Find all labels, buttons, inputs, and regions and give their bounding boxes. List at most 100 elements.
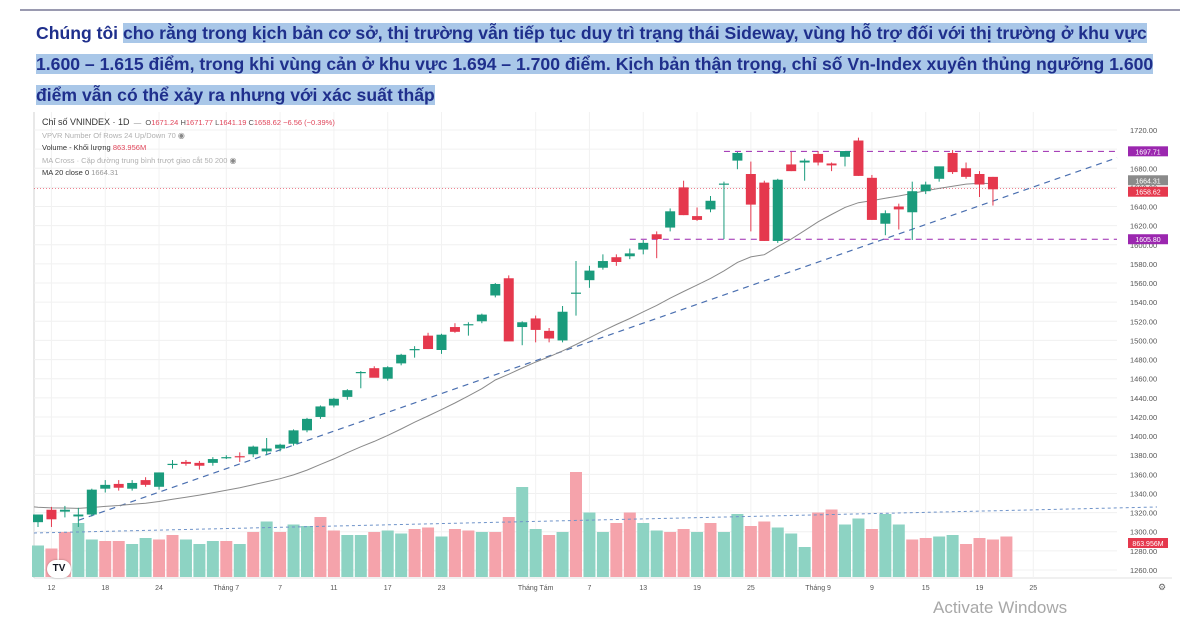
candle [355,372,366,374]
candle [799,160,810,163]
volume-bar [664,532,677,577]
activate-windows-watermark: Activate Windows [933,598,1068,617]
volume-bar [99,541,112,577]
candle [705,200,716,210]
symbol-title[interactable]: Chỉ số VNINDEX · 1D [42,117,130,127]
volume-label: Volume - Khối lượng [42,143,111,152]
y-axis-tick: 1340.00 [1130,489,1157,498]
volume-bar [623,512,636,577]
candle [745,174,756,205]
volume-bar [206,541,219,577]
candle [221,457,232,459]
y-axis-tick: 1680.00 [1130,164,1157,173]
minus-icon[interactable]: — [133,118,142,127]
volume-bar [153,539,166,577]
tradingview-logo-icon[interactable]: TV [47,560,71,578]
y-axis-tick: 1400.00 [1130,432,1157,441]
candlestick-chart-canvas[interactable]: 1720.001700.001680.001660.001640.001620.… [32,112,1172,602]
y-axis-tick: 1320.00 [1130,509,1157,518]
volume-bar [368,532,381,577]
candle [826,163,837,166]
paragraph-highlighted-text[interactable]: cho rằng trong kịch bản cơ sở, thị trườn… [36,23,1154,105]
candle [194,462,205,466]
trendline[interactable] [78,157,1118,521]
eye-hidden-icon[interactable]: ◉ [177,130,185,140]
candle [920,184,931,192]
volume-bar [892,524,905,577]
volume-bar [516,487,529,577]
candle [288,430,299,444]
volume-bar [287,524,300,577]
ohlc-low: 1641.19 [219,118,247,127]
volume-bar [233,544,246,577]
volume-bar [677,529,690,577]
candle [140,480,151,485]
volume-bar [260,521,273,577]
support-badge: 1605.80 [1135,237,1160,244]
y-axis-tick: 1580.00 [1130,260,1157,269]
volume-bar [556,532,569,577]
volume-bar [489,532,502,577]
y-axis-tick: 1480.00 [1130,356,1157,365]
candle [234,456,245,458]
volume-bar [448,529,461,577]
volume-bar [852,518,865,577]
x-axis-tick: 12 [48,585,56,592]
x-axis-tick: 11 [330,585,337,592]
volume-bar [691,532,704,577]
volume-bar [85,539,98,577]
volume-bar [919,538,932,577]
candle [207,459,218,463]
resistance-badge: 1697.71 [1135,149,1160,156]
candle [947,152,958,173]
candle [840,151,850,157]
x-axis-tick: 19 [693,585,701,592]
legend-vpvr-row[interactable]: VPVR Number Of Rows 24 Up/Down 70 ◉ [42,130,335,143]
volume-bar [960,544,973,577]
tradingview-chart[interactable]: 1720.001700.001680.001660.001640.001620.… [32,112,1172,602]
candle [113,483,124,488]
volume-bar [354,535,367,577]
ohlc-change: −6.56 (−0.39%) [283,118,335,127]
volume-bar [946,535,959,577]
candle [651,234,662,240]
volume-bar [408,529,421,577]
volume-bar [179,539,192,577]
x-axis-tick: 18 [101,585,109,592]
volume-bar [381,530,394,577]
y-axis-tick: 1520.00 [1130,317,1157,326]
volume-bar [220,541,233,577]
volume-bar [112,541,125,577]
volume-bar [650,530,663,577]
y-axis-tick: 1440.00 [1130,394,1157,403]
x-axis-tick: 7 [278,585,282,592]
x-axis-tick: 23 [438,585,446,592]
volume-bar [933,536,946,577]
candle [907,191,918,213]
volume-bar [986,539,999,577]
eye-hidden-icon[interactable]: ◉ [229,155,237,165]
candle [436,334,447,350]
y-axis-tick: 1560.00 [1130,279,1157,288]
candle [571,292,581,294]
y-axis-tick: 1280.00 [1130,547,1157,556]
candle [934,166,945,179]
legend-volume-row[interactable]: Volume - Khối lượng 863.956M [42,142,335,155]
y-axis-tick: 1300.00 [1130,528,1157,537]
y-axis-tick: 1420.00 [1130,413,1157,422]
volume-bar [314,517,327,577]
x-axis-tick: Tháng Tám [518,585,554,592]
candle [987,176,998,190]
candle [880,213,891,224]
y-axis-tick: 1500.00 [1130,336,1157,345]
last-price-badge: 1658.62 [1135,190,1160,197]
candle [678,187,689,216]
legend-ma-cross-row[interactable]: MA Cross · Cặp đường trung bình trượt gi… [42,155,335,168]
ohlc-open: 1671.24 [151,118,179,127]
volume-bar [731,514,744,577]
axis-settings-icon[interactable]: ⚙ [1158,582,1166,592]
volume-bar [596,532,609,577]
ohlc-open-label: O [145,118,152,127]
candle [73,514,84,517]
legend-ma20-row[interactable]: MA 20 close 0 1664.31 [42,167,335,180]
